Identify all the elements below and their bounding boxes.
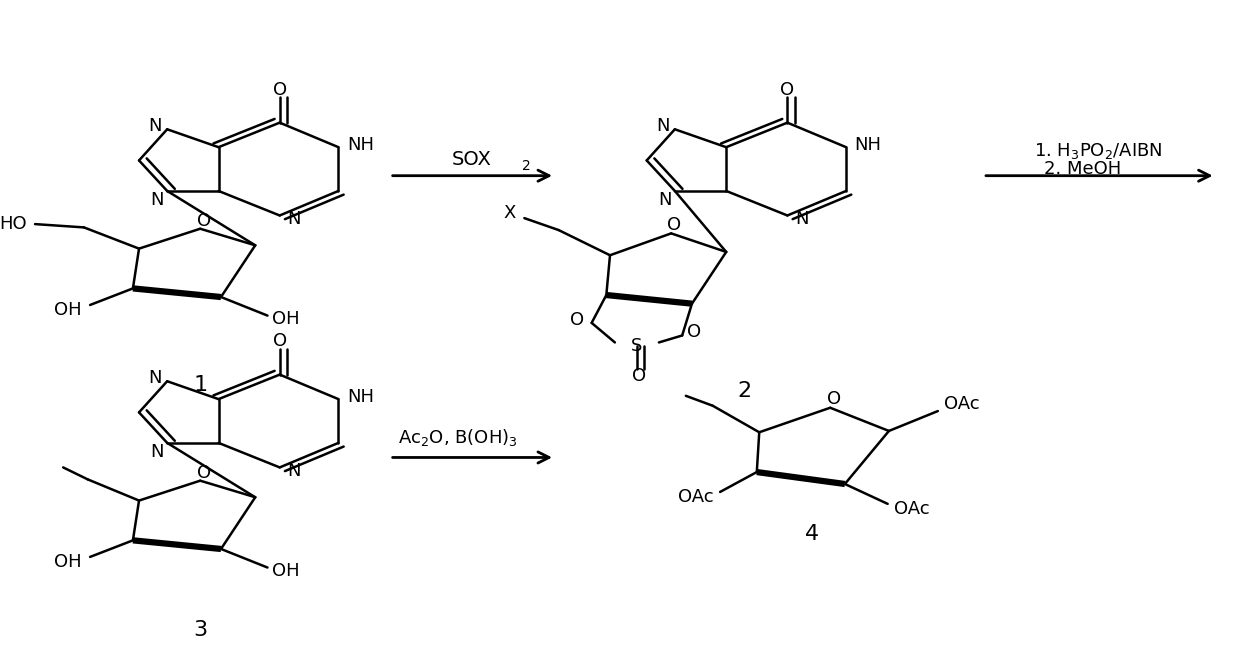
Text: O: O [632,367,646,385]
Text: 3: 3 [193,620,207,640]
Text: 1. H$_3$PO$_2$/AIBN: 1. H$_3$PO$_2$/AIBN [1034,141,1163,160]
Text: 2. MeOH: 2. MeOH [1044,160,1121,178]
Text: NH: NH [347,388,374,406]
Text: N: N [148,369,161,387]
Text: OH: OH [55,301,82,320]
Text: N: N [795,210,808,228]
Text: 1: 1 [193,375,207,394]
Text: OAc: OAc [678,488,713,507]
Text: O: O [197,211,211,230]
Text: OH: OH [55,553,82,572]
Text: O: O [780,80,795,99]
Text: N: N [288,210,301,228]
Text: N: N [150,190,164,209]
Text: N: N [658,190,672,209]
Text: HO: HO [0,215,27,233]
Text: N: N [150,442,164,461]
Text: O: O [197,463,211,482]
Text: O: O [273,332,286,351]
Text: 2: 2 [522,158,531,173]
Text: N: N [288,461,301,480]
Text: SOX: SOX [451,150,492,168]
Text: Ac$_2$O, B(OH)$_3$: Ac$_2$O, B(OH)$_3$ [398,427,518,448]
Text: N: N [148,117,161,135]
Text: X: X [503,204,516,222]
Text: O: O [827,390,841,408]
Text: OH: OH [272,310,300,328]
Text: N: N [656,117,670,135]
Text: O: O [570,310,584,329]
Text: O: O [667,215,681,234]
Text: OAc: OAc [894,500,930,518]
Text: 4: 4 [805,524,818,544]
Text: OH: OH [272,562,300,580]
Text: 2: 2 [738,381,751,401]
Text: NH: NH [347,136,374,154]
Text: OAc: OAc [945,395,980,414]
Text: NH: NH [854,136,882,154]
Text: O: O [687,323,702,341]
Text: S: S [631,337,642,355]
Text: O: O [273,80,286,99]
